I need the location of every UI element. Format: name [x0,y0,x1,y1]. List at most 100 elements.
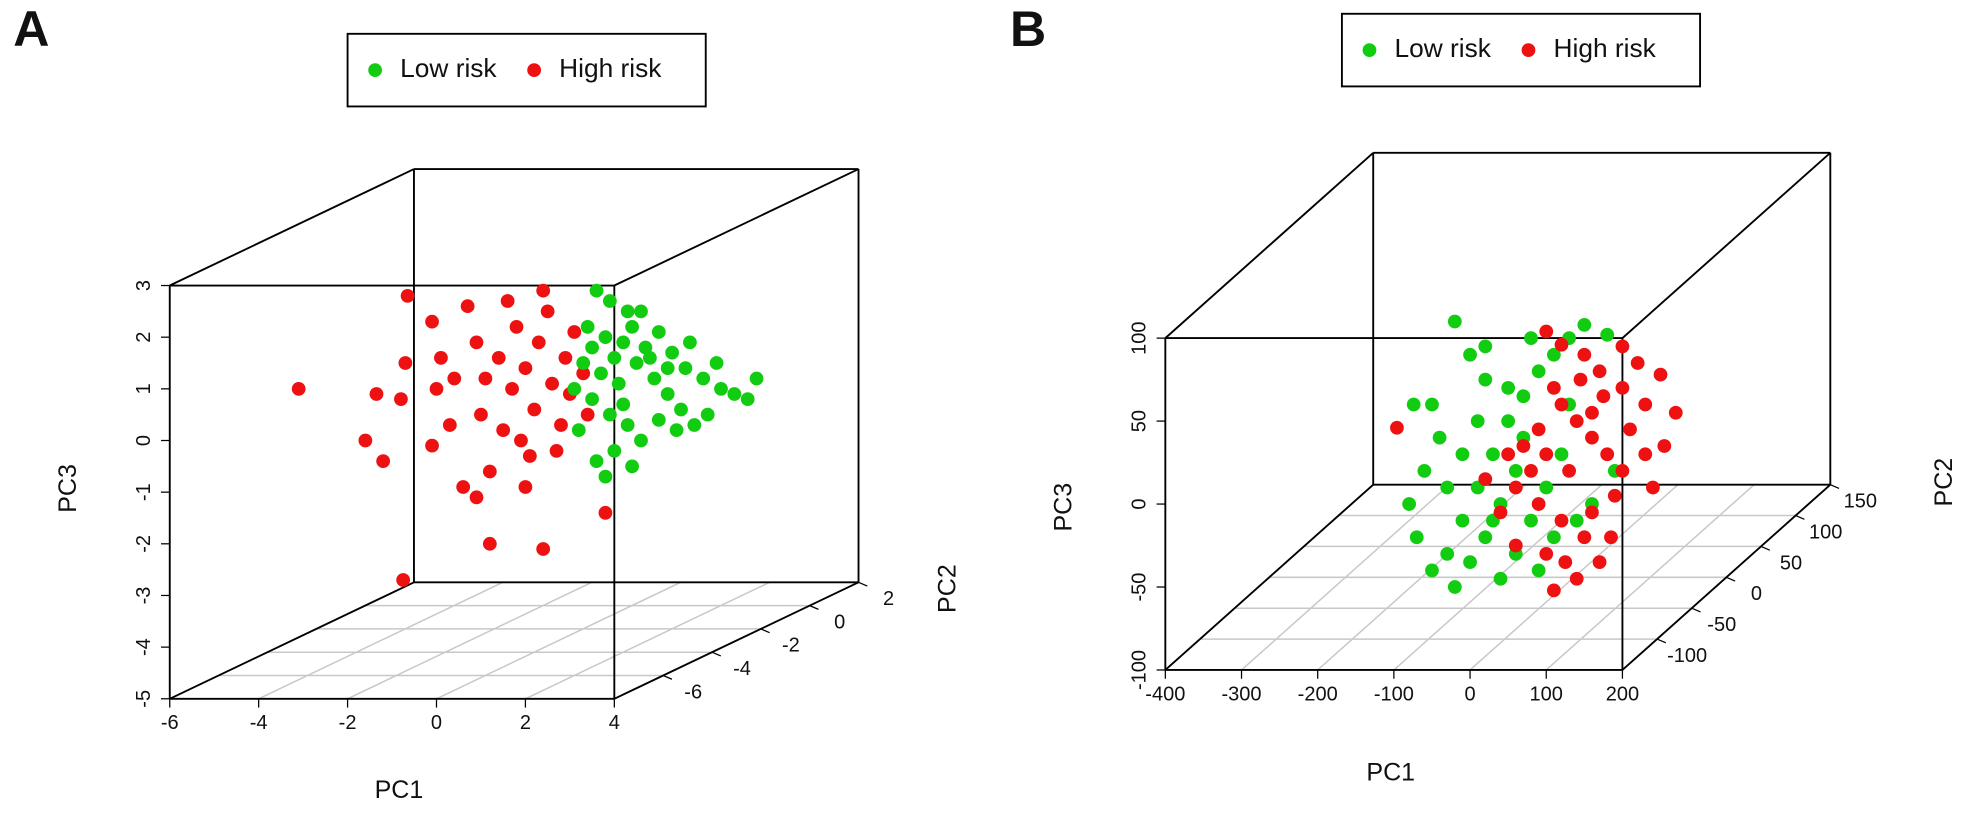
point [651,325,666,339]
floor-grid-line [1545,484,1755,671]
legend-label: High risk [1554,33,1657,63]
point [527,402,542,417]
point [1569,513,1584,528]
point [1585,505,1599,520]
box-edge [613,168,859,287]
x-tick-label: -200 [1298,683,1338,705]
y-tick-label: -100 [1129,650,1151,690]
point [749,371,764,386]
point [1531,364,1546,379]
y-tick-label: 3 [133,280,155,291]
point [1447,580,1462,594]
y-tick-label: -4 [133,638,155,656]
x-axis-label: PC1 [1366,759,1415,787]
z-tick-label: -50 [1707,614,1736,636]
z-tick-label: -100 [1667,645,1707,667]
point [607,443,622,458]
point [1630,356,1645,370]
y-tick-label: 0 [133,435,155,446]
point [616,335,631,350]
point [1478,530,1493,545]
point [585,340,599,355]
x-tick-label: 0 [431,712,442,734]
point [1604,530,1618,545]
point [1390,420,1404,435]
x-tick-label: 4 [609,712,620,734]
point [647,371,662,386]
z-tick-label: 2 [883,588,894,610]
point [696,371,711,386]
point [620,304,635,319]
point [1623,422,1637,437]
point [1406,397,1421,412]
point [1558,555,1573,570]
box-edge [169,581,415,700]
point [1592,555,1607,570]
floor-grid-line [347,581,593,700]
point [700,407,715,422]
point [1546,530,1561,545]
z-tick-label: -6 [684,681,702,703]
point [594,366,608,381]
point [1607,488,1622,503]
point [1573,372,1588,387]
point [634,433,648,448]
point [629,356,644,370]
legend-marker [1362,43,1377,57]
point [554,418,568,432]
point [607,350,622,365]
legend-box [346,32,707,108]
legend-label: Low risk [1395,33,1492,63]
point [549,443,564,458]
point [1493,505,1508,520]
point [1508,480,1523,495]
point [642,350,657,365]
y-tick-label: 0 [1129,498,1151,509]
point [1546,347,1561,362]
point [1577,317,1592,332]
point [400,288,415,303]
point [727,387,742,401]
y-tick-label: -3 [133,587,155,605]
z-tick [809,605,819,610]
point [518,480,533,494]
point [1447,314,1462,329]
legend-marker [368,63,383,78]
point [1539,546,1554,561]
point [425,438,439,453]
point [1508,538,1523,553]
z-tick-label: -2 [782,635,800,657]
point [740,392,755,407]
legend-box [1340,12,1702,88]
z-tick-label: 0 [1751,583,1762,605]
y-tick-label: -50 [1129,573,1151,602]
point [1455,447,1470,462]
point [683,335,697,350]
point [1531,422,1546,437]
point [1592,364,1607,379]
point [567,325,582,339]
box-edge [613,581,859,700]
point [442,418,457,432]
point [1455,513,1470,528]
point [602,294,617,308]
point [1516,439,1531,453]
point [545,376,559,391]
z-tick [711,651,722,657]
point [1596,389,1611,404]
point [1425,397,1439,412]
point [571,423,586,438]
point [1569,414,1584,428]
point [576,366,591,381]
x-tick-label: 2 [520,712,531,734]
point [1501,381,1516,395]
z-tick [662,674,673,680]
y-axis-label: PC3 [1050,483,1078,532]
point [1524,463,1538,478]
z-tick [1795,514,1805,520]
z-tick [1691,607,1701,613]
point [1531,497,1546,511]
point [660,387,675,401]
point [1653,367,1668,382]
point [678,361,693,376]
